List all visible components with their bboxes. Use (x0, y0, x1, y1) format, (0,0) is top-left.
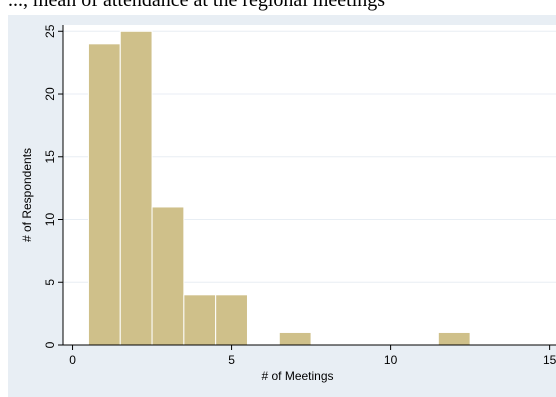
x-tick-label: 10 (384, 353, 398, 367)
y-tick-label: 25 (43, 24, 57, 38)
y-tick-label: 0 (43, 341, 57, 348)
x-tick-label: 15 (543, 353, 556, 367)
y-tick-label: 15 (43, 150, 57, 164)
x-axis-title: # of Meetings (261, 369, 333, 383)
histogram-bar (215, 294, 248, 346)
truncated-caption-text: ..., mean of attendance at the regional … (8, 0, 386, 11)
y-axis-title: # of Respondents (20, 148, 34, 242)
histogram-bar (119, 30, 153, 346)
histogram-bar (87, 43, 121, 346)
chart-panel: 0 5 10 15 0 5 10 15 20 25 # of Meetings # of Respon… (8, 15, 556, 397)
histogram-bar (278, 331, 312, 346)
y-tick-label: 20 (43, 87, 57, 101)
x-tick-label: 0 (69, 353, 76, 367)
histogram-bar (183, 294, 217, 346)
y-tick-label: 10 (43, 213, 57, 227)
histogram-bar (151, 206, 185, 346)
y-tick-label: 5 (43, 279, 57, 286)
histogram-bar (437, 331, 471, 346)
histogram-chart: 0 5 10 15 0 5 10 15 20 25 # of Meetings # of Respon… (20, 24, 556, 383)
x-tick-label: 5 (228, 353, 235, 367)
